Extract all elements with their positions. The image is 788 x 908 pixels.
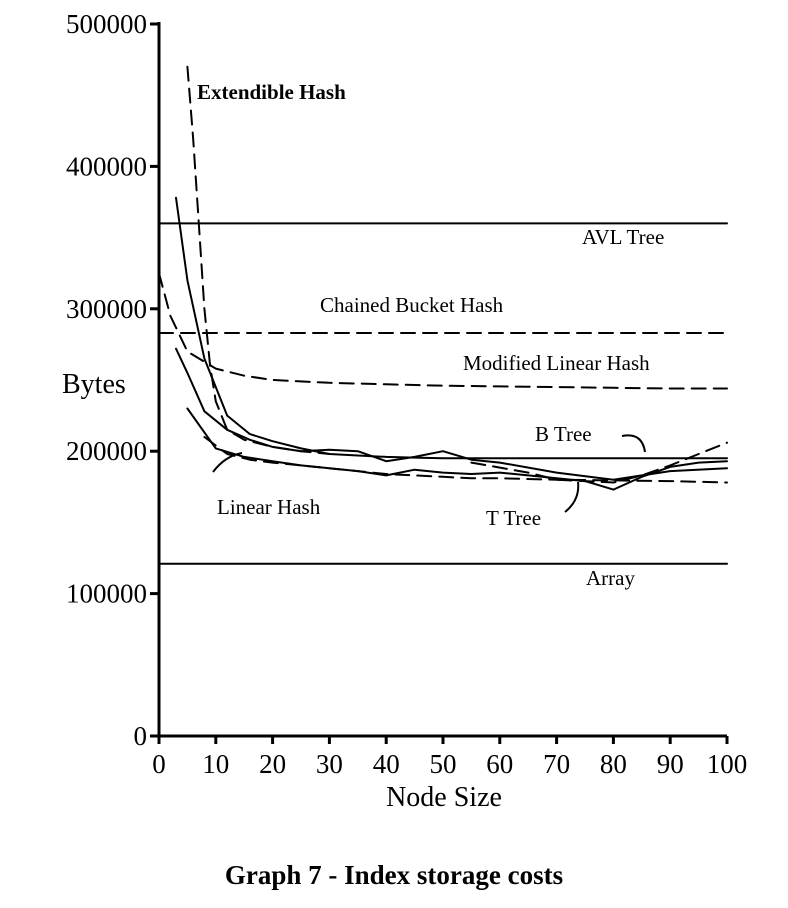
y-tick-label: 500000 — [66, 9, 147, 39]
series-label-b-tree: B Tree — [535, 422, 592, 446]
chart: 0 100000 200000 300000 400000 500000 0 10 20 30 40… — [62, 9, 748, 813]
x-tick-label: 90 — [657, 749, 684, 779]
y-tick-label: 300000 — [66, 294, 147, 324]
series-line-unlabelled-8 — [470, 441, 728, 484]
series-label-linear-hash: Linear Hash — [217, 495, 321, 519]
series-line-unlabelled-7 — [203, 436, 728, 484]
x-tick-label: 40 — [373, 749, 400, 779]
series-label-chained-bucket-hash: Chained Bucket Hash — [320, 293, 504, 317]
x-tick-label: 0 — [152, 749, 166, 779]
series-label-array: Array — [586, 566, 635, 590]
series-line-linear-hash — [175, 347, 728, 481]
linear-hash-leader-line — [212, 452, 243, 473]
series-label-t-tree: T Tree — [486, 506, 541, 530]
x-tick-label: 70 — [543, 749, 570, 779]
series-label-modified-linear-hash: Modified Linear Hash — [463, 351, 650, 375]
series-line-extendible-hash — [186, 65, 331, 455]
x-tick-label: 100 — [707, 749, 748, 779]
y-tick-label: 0 — [134, 721, 148, 751]
y-tick-label: 200000 — [66, 436, 147, 466]
x-tick-label: 10 — [202, 749, 229, 779]
y-axis-title: Bytes — [62, 369, 126, 400]
x-tick-label: 60 — [486, 749, 513, 779]
x-tick-label: 30 — [316, 749, 343, 779]
x-tick-label: 50 — [430, 749, 457, 779]
y-tick-label: 400000 — [66, 151, 147, 181]
series-label-extendible-hash: Extendible Hash — [197, 80, 346, 104]
x-tick-label: 20 — [259, 749, 286, 779]
b-tree-leader-line — [621, 434, 646, 453]
series-line-modified-linear-hash — [158, 272, 728, 390]
x-tick-label: 80 — [600, 749, 627, 779]
y-tick-label: 100000 — [66, 579, 147, 609]
figure-caption: Graph 7 - Index storage costs — [224, 860, 564, 890]
series-line-t-tree — [186, 407, 728, 491]
x-axis-title: Node Size — [386, 782, 502, 813]
series-label-avl-tree: AVL Tree — [582, 225, 664, 249]
t-tree-leader-line — [564, 481, 580, 513]
